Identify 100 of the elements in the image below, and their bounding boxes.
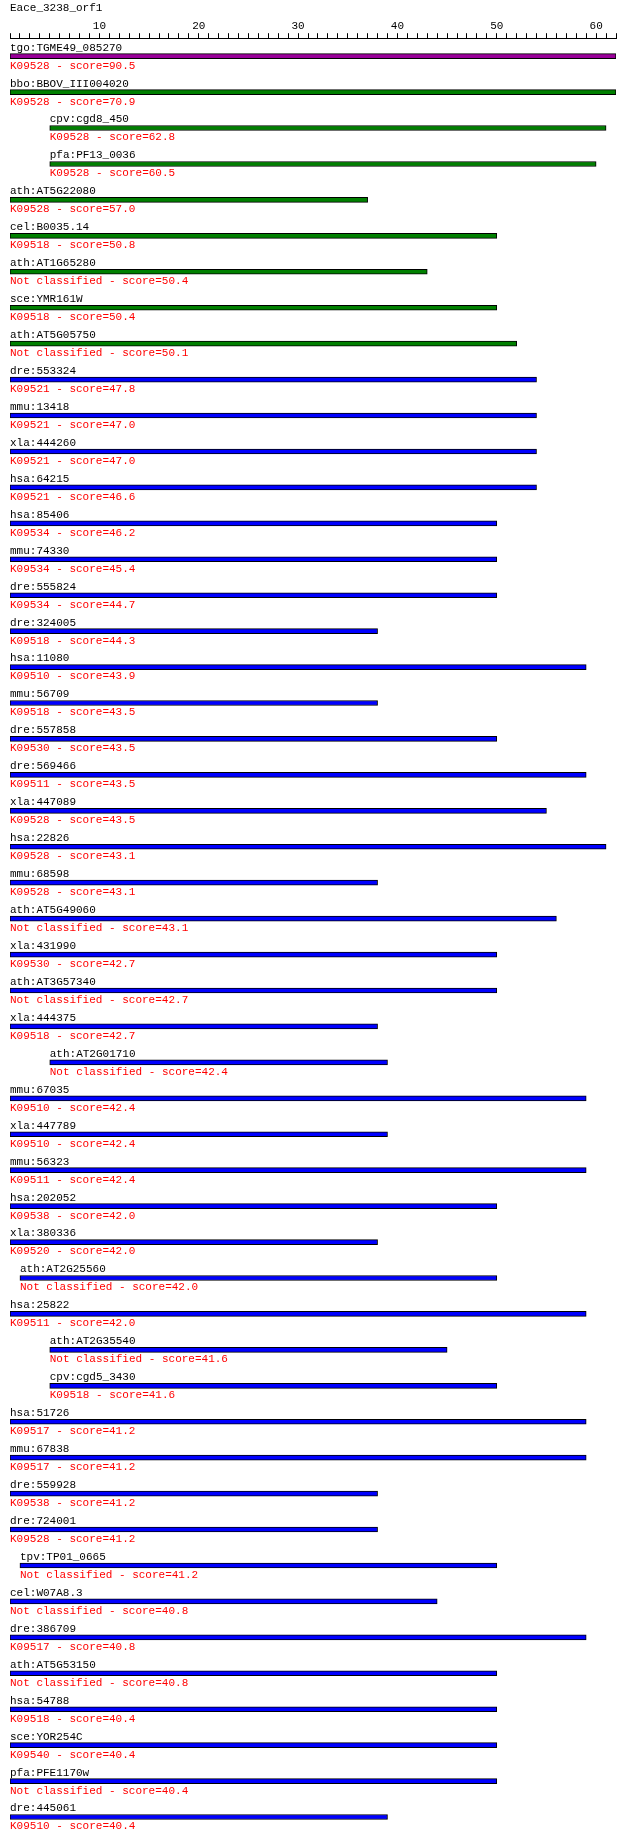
annotation: K09520 - score=42.0 xyxy=(10,1245,136,1258)
chart-title: Eace_3238_orf1 xyxy=(10,2,103,15)
y-tick-label: dre:553324 xyxy=(10,365,77,377)
annotation: K09511 - score=42.0 xyxy=(10,1317,136,1330)
y-tick-label: dre:724001 xyxy=(10,1514,77,1527)
x-tick-label: 60 xyxy=(589,19,603,32)
annotation: Not classified - score=42.4 xyxy=(49,1065,229,1078)
y-tick-label: hsa:51726 xyxy=(10,1407,70,1420)
annotation: K09521 - score=47.8 xyxy=(10,383,136,395)
y-tick-label: dre:386709 xyxy=(10,1622,77,1635)
annotation: K09521 - score=47.0 xyxy=(10,454,136,467)
y-tick-label: mmu:67035 xyxy=(10,1083,70,1096)
annotation: K09518 - score=41.6 xyxy=(49,1389,176,1402)
y-tick-label: ath:AT5G22080 xyxy=(10,185,96,198)
annotation: K09518 - score=42.7 xyxy=(10,1029,136,1042)
annotation: K09510 - score=42.4 xyxy=(10,1137,136,1150)
annotation: K09521 - score=47.0 xyxy=(10,418,136,431)
annotation: Not classified - score=43.1 xyxy=(10,922,189,935)
y-tick-label: cpv:cgd5_3430 xyxy=(49,1371,136,1384)
annotation: K09528 - score=41.2 xyxy=(10,1532,136,1545)
y-tick-label: ath:AT2G35540 xyxy=(49,1335,136,1348)
annotation: K09540 - score=40.4 xyxy=(10,1748,136,1761)
annotation: K09510 - score=40.4 xyxy=(10,1820,136,1833)
annotation: Not classified - score=41.2 xyxy=(19,1568,199,1581)
y-tick-label: mmu:68598 xyxy=(10,868,70,881)
y-tick-label: hsa:85406 xyxy=(10,508,70,521)
y-tick-label: bbo:BBOV_III004020 xyxy=(10,77,129,90)
annotation: K09517 - score=41.2 xyxy=(10,1425,136,1438)
y-tick-label: pfa:PF13_0036 xyxy=(49,149,136,162)
y-tick-label: sce:YMR161W xyxy=(10,293,84,306)
annotation: K09511 - score=42.4 xyxy=(10,1173,136,1186)
annotation: K09518 - score=40.4 xyxy=(10,1712,136,1725)
y-tick-label: dre:569466 xyxy=(10,760,77,773)
annotation: K09517 - score=41.2 xyxy=(10,1461,136,1474)
y-tick-label: dre:559928 xyxy=(10,1479,77,1492)
annotation: K09510 - score=43.9 xyxy=(10,670,136,683)
y-tick-label: dre:324005 xyxy=(10,616,77,629)
y-tick-label: mmu:56323 xyxy=(10,1155,70,1168)
annotation: K09528 - score=43.5 xyxy=(10,814,136,827)
y-tick-label: ath:AT2G01710 xyxy=(49,1047,136,1060)
y-tick-label: xla:380336 xyxy=(10,1227,77,1240)
annotation: Not classified - score=50.1 xyxy=(10,347,189,360)
y-tick-label: xla:447089 xyxy=(10,796,77,809)
annotation: K09510 - score=42.4 xyxy=(10,1101,136,1114)
annotation: K09530 - score=43.5 xyxy=(10,742,136,755)
annotation: K09528 - score=43.1 xyxy=(10,886,136,899)
annotation: K09534 - score=46.2 xyxy=(10,526,136,539)
y-tick-label: dre:445061 xyxy=(10,1802,77,1815)
annotation: K09528 - score=70.9 xyxy=(10,95,136,108)
x-tick-label: 30 xyxy=(291,19,305,32)
y-tick-label: tpv:TP01_0665 xyxy=(19,1550,106,1563)
annotation: K09534 - score=45.4 xyxy=(10,562,136,575)
annotation: K09511 - score=43.5 xyxy=(10,778,136,791)
y-tick-label: dre:555824 xyxy=(10,580,77,593)
annotation: K09517 - score=40.8 xyxy=(10,1640,136,1653)
annotation: K09518 - score=50.8 xyxy=(10,239,136,252)
y-tick-label: hsa:11080 xyxy=(10,652,70,665)
y-tick-label: ath:AT5G53150 xyxy=(10,1658,96,1671)
annotation: K09518 - score=43.5 xyxy=(10,706,136,719)
annotation: Not classified - score=42.0 xyxy=(19,1281,199,1294)
y-tick-label: mmu:67838 xyxy=(10,1443,70,1456)
annotation: K09528 - score=43.1 xyxy=(10,850,136,863)
annotation: K09528 - score=90.5 xyxy=(10,59,136,72)
x-tick-label: 20 xyxy=(192,19,206,32)
y-tick-label: tgo:TGME49_085270 xyxy=(10,41,123,54)
y-tick-label: hsa:202052 xyxy=(10,1191,77,1204)
y-tick-label: ath:AT2G25560 xyxy=(19,1263,106,1276)
annotation: K09528 - score=60.5 xyxy=(49,167,176,180)
annotation: K09528 - score=57.0 xyxy=(10,203,136,216)
annotation: K09518 - score=44.3 xyxy=(10,634,136,647)
annotation: Not classified - score=41.6 xyxy=(49,1353,228,1366)
annotation: K09538 - score=41.2 xyxy=(10,1497,136,1510)
annotation: K09538 - score=42.0 xyxy=(10,1209,136,1222)
y-tick-label: hsa:22826 xyxy=(10,832,70,845)
y-tick-label: cel:W07A8.3 xyxy=(10,1586,83,1599)
annotation: Not classified - score=40.4 xyxy=(10,1784,189,1797)
y-tick-label: hsa:54788 xyxy=(10,1694,70,1707)
y-tick-label: ath:AT1G65280 xyxy=(10,257,96,270)
y-tick-label: sce:YOR254C xyxy=(10,1730,84,1743)
annotation: K09530 - score=42.7 xyxy=(10,957,136,970)
y-tick-label: cel:B0035.14 xyxy=(10,221,90,234)
y-tick-label: cpv:cgd8_450 xyxy=(49,113,129,126)
annotation: Not classified - score=50.4 xyxy=(10,275,189,288)
x-tick-label: 50 xyxy=(490,19,504,32)
y-tick-label: pfa:PFE1170w xyxy=(10,1766,90,1779)
annotation: K09518 - score=50.4 xyxy=(10,311,136,324)
annotation: Not classified - score=40.8 xyxy=(10,1676,189,1689)
y-tick-label: ath:AT5G49060 xyxy=(10,904,96,917)
annotation: K09528 - score=62.8 xyxy=(49,131,176,144)
y-tick-label: xla:447789 xyxy=(10,1119,77,1132)
annotation: Not classified - score=42.7 xyxy=(10,993,189,1006)
y-tick-label: mmu:74330 xyxy=(10,544,70,557)
y-tick-label: mmu:56709 xyxy=(10,688,70,701)
x-tick-label: 10 xyxy=(92,19,107,32)
x-tick-label: 40 xyxy=(390,19,405,32)
y-tick-label: hsa:64215 xyxy=(10,472,70,485)
y-tick-label: xla:431990 xyxy=(10,939,77,952)
y-tick-label: xla:444375 xyxy=(10,1011,77,1024)
annotation: K09521 - score=46.6 xyxy=(10,490,136,503)
annotation: K09534 - score=44.7 xyxy=(10,598,136,611)
